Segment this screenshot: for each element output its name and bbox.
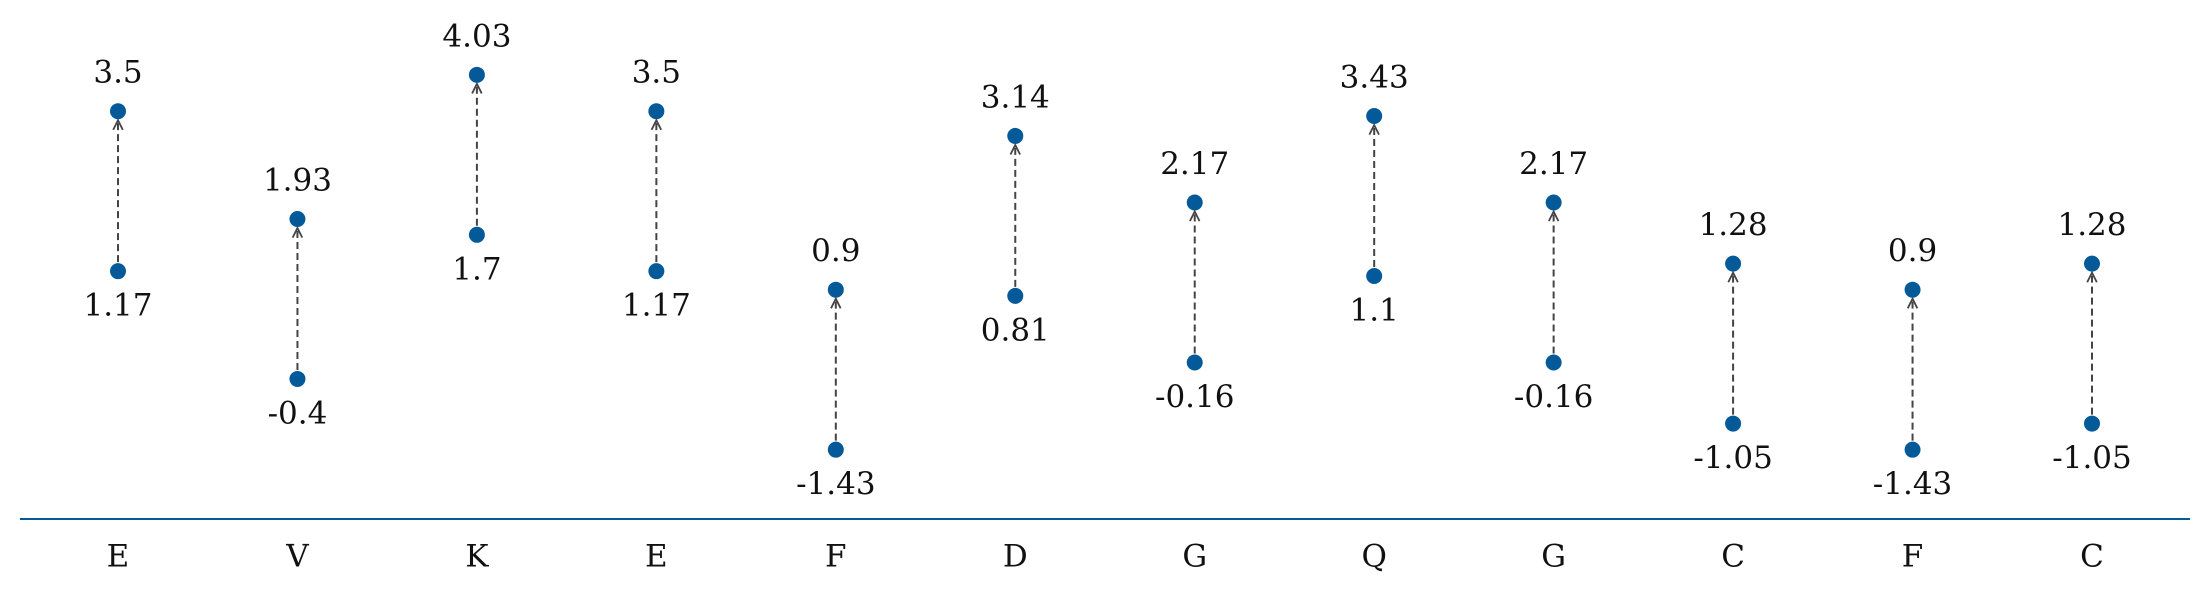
- end-label: 1.28: [1699, 207, 1768, 243]
- end-point: [1725, 255, 1742, 272]
- start-point: [1186, 354, 1203, 371]
- start-point: [1007, 287, 1024, 304]
- end-point: [289, 210, 306, 227]
- x-tick-label: Q: [1361, 539, 1386, 575]
- start-label: -0.16: [1155, 379, 1235, 415]
- start-label: -1.05: [2052, 440, 2132, 476]
- end-label: 0.9: [811, 233, 860, 269]
- end-label: 1.93: [263, 162, 332, 198]
- end-point: [468, 66, 485, 83]
- x-tick-label: C: [2080, 539, 2104, 575]
- start-label: -1.43: [796, 466, 876, 502]
- end-point: [110, 103, 126, 120]
- end-label: 3.43: [1340, 60, 1409, 96]
- start-label: 1.7: [452, 251, 501, 287]
- start-label: 1.1: [1350, 292, 1399, 328]
- x-tick-label: F: [1902, 539, 1924, 575]
- start-point: [468, 226, 485, 243]
- start-label: 1.17: [622, 288, 691, 324]
- end-label: 3.5: [632, 55, 681, 91]
- start-label: -0.16: [1514, 379, 1594, 415]
- start-label: -1.05: [1693, 440, 1773, 476]
- end-point: [1545, 194, 1562, 211]
- end-point: [827, 281, 844, 298]
- end-label: 2.17: [1160, 146, 1229, 182]
- end-label: 3.14: [981, 79, 1050, 115]
- x-tick-label: E: [645, 539, 668, 575]
- x-tick-label: V: [285, 539, 309, 575]
- start-point: [289, 370, 306, 387]
- start-label: 1.17: [83, 288, 152, 324]
- start-point: [648, 263, 665, 280]
- end-label: 1.28: [2057, 207, 2126, 243]
- x-tick-label: E: [107, 539, 130, 575]
- x-tick-label: C: [1721, 539, 1745, 575]
- end-point: [1366, 108, 1383, 125]
- end-label: 2.17: [1519, 146, 1588, 182]
- x-tick-label: G: [1182, 539, 1207, 575]
- start-label: 0.81: [981, 312, 1050, 348]
- start-point: [1366, 267, 1383, 284]
- start-label: -0.4: [268, 395, 328, 431]
- start-point: [2084, 415, 2100, 432]
- start-point: [110, 263, 126, 280]
- end-point: [2084, 255, 2100, 272]
- end-point: [1904, 281, 1921, 298]
- start-point: [827, 441, 844, 458]
- x-tick-label: K: [465, 539, 489, 575]
- end-point: [1186, 194, 1203, 211]
- end-label: 3.5: [93, 55, 142, 91]
- start-point: [1725, 415, 1742, 432]
- start-point: [1545, 354, 1562, 371]
- end-point: [1007, 127, 1024, 144]
- x-tick-label: F: [825, 539, 847, 575]
- end-label: 0.9: [1888, 233, 1937, 269]
- end-label: 4.03: [442, 18, 511, 54]
- x-tick-label: D: [1003, 539, 1028, 575]
- x-tick-label: G: [1541, 539, 1566, 575]
- start-point: [1904, 441, 1921, 458]
- end-point: [648, 103, 665, 120]
- start-label: -1.43: [1873, 466, 1953, 502]
